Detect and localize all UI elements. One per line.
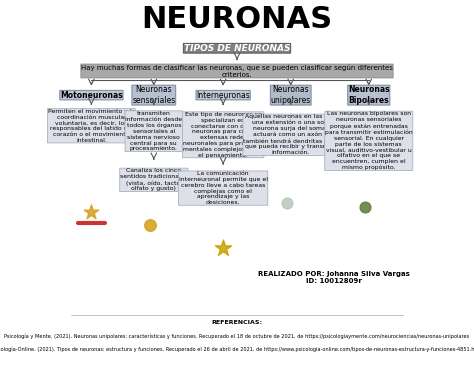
Point xyxy=(146,222,154,228)
Point xyxy=(283,200,291,206)
Text: transmiten
información desde
todos los órganos
sensoriales al
sistema nervioso
c: transmiten información desde todos los ó… xyxy=(125,111,182,151)
Text: TIPOS DE NEURONAS: TIPOS DE NEURONAS xyxy=(184,44,290,53)
Point xyxy=(88,210,95,215)
Text: Neuronas
sensoriales: Neuronas sensoriales xyxy=(132,85,175,105)
Text: Canaliza los cinco
sentidos tradicionales
(vista, oído, tacto,
olfato y gusto): Canaliza los cinco sentidos tradicionale… xyxy=(120,168,188,191)
Text: REFERENCIAS:: REFERENCIAS: xyxy=(211,320,263,325)
Text: NEURONAS: NEURONAS xyxy=(141,5,333,34)
Text: La comunicación
interneuronal permite que el
cerebro lleve a cabo tareas
complej: La comunicación interneuronal permite qu… xyxy=(179,171,268,205)
Text: Interneuronas: Interneuronas xyxy=(196,91,250,100)
Text: Hay muchas formas de clasificar las neuronas, que se pueden clasificar según dif: Hay muchas formas de clasificar las neur… xyxy=(81,64,393,78)
Text: Permiten el movimiento y la
coordinación muscular
voluntaria, es decir, los
resp: Permiten el movimiento y la coordinación… xyxy=(48,109,135,143)
Text: Aquellas neuronas en las que
una extensión o una sola
neurona surja del soma,
ac: Aquellas neuronas en las que una extensi… xyxy=(243,114,338,155)
Text: Psicología-Online. (2021). Tipos de neuronas: estructura y funciones. Recuperado: Psicología-Online. (2021). Tipos de neur… xyxy=(0,346,474,352)
Text: Neuronas
Bipolares: Neuronas Bipolares xyxy=(348,85,390,105)
Text: Las neuronas bipolares son
neuronas sensoriales
porque están entrenadas
para tra: Las neuronas bipolares son neuronas sens… xyxy=(325,111,413,170)
Text: Neuronas
unipolares: Neuronas unipolares xyxy=(271,85,311,105)
Text: Motoneuronas: Motoneuronas xyxy=(60,91,123,100)
Text: Este tipo de neuronas se
specializan en
conectarse con otras
neuronas para crear: Este tipo de neuronas se specializan en … xyxy=(182,112,264,158)
Text: Psicología y Mente. (2021). Neuronas unipolares: características y funciones. Re: Psicología y Mente. (2021). Neuronas uni… xyxy=(4,334,470,339)
Point xyxy=(362,204,369,210)
Point xyxy=(219,245,227,251)
Text: REALIZADO POR: Johanna Silva Vargas
ID: 10012809r: REALIZADO POR: Johanna Silva Vargas ID: … xyxy=(258,270,410,284)
